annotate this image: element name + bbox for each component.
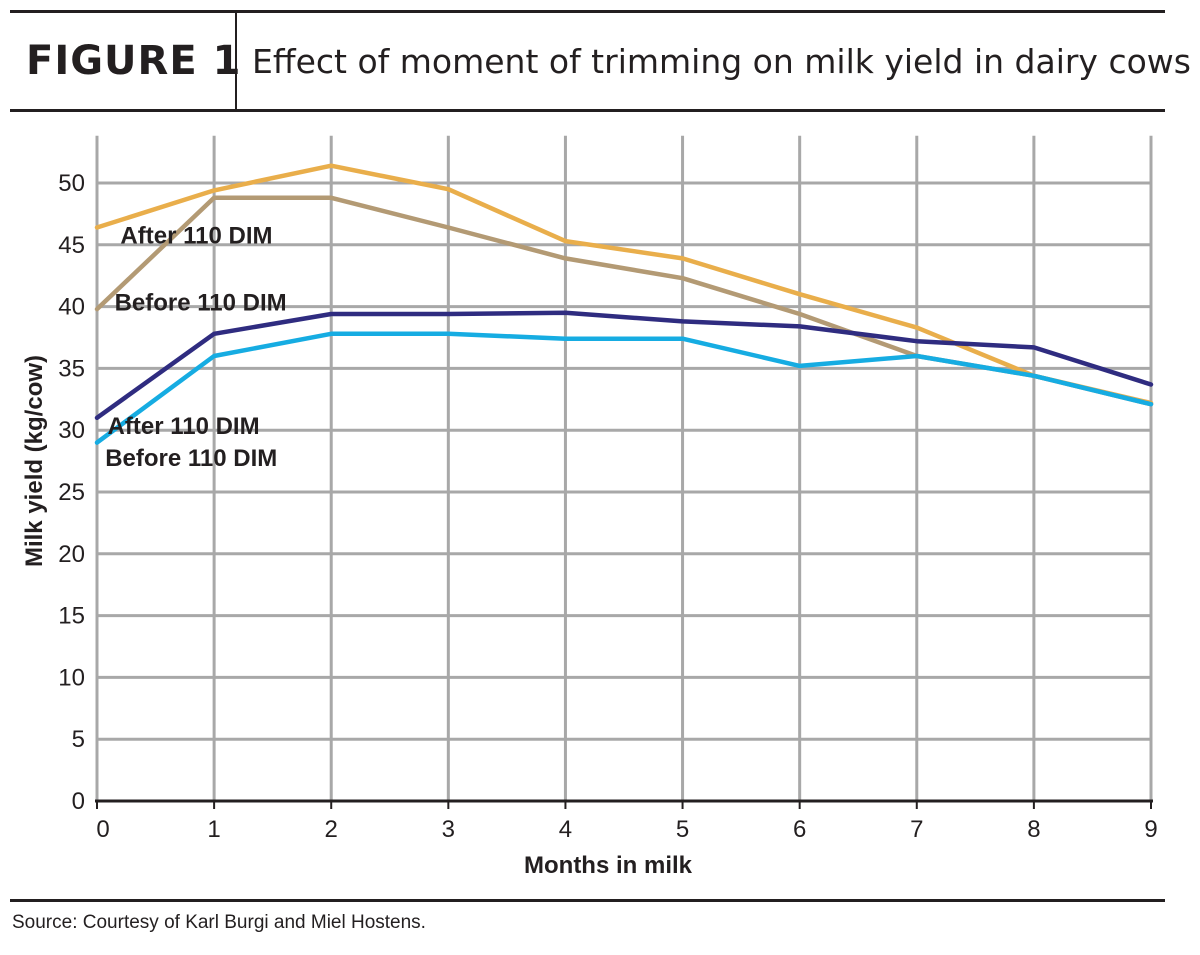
x-axis-title: Months in milk: [524, 852, 693, 879]
series-annotation: Before 110 DIM: [105, 445, 277, 472]
series-annotation: After 110 DIM: [120, 223, 272, 250]
x-tick-label: 9: [1144, 816, 1157, 843]
series-line-1: [94, 163, 1154, 406]
footer-rule: [10, 899, 1165, 902]
x-tick-label: 6: [793, 816, 806, 843]
x-tick-label: 5: [676, 816, 689, 843]
chart-grid: [95, 135, 1153, 801]
header-top-rule: [10, 10, 1165, 13]
figure-title: Effect of moment of trimming on milk yie…: [252, 42, 1191, 81]
chart-series: [94, 163, 1154, 445]
y-tick-label: 50: [58, 170, 85, 197]
y-tick-label: 35: [58, 355, 85, 382]
y-tick-label: 20: [58, 541, 85, 568]
x-tick-label: 4: [559, 816, 572, 843]
series-line-3: [94, 310, 1154, 421]
x-tick-label: 2: [325, 816, 338, 843]
x-tick-label: 1: [207, 816, 220, 843]
chart-axes: [95, 799, 1153, 809]
y-tick-label: 5: [72, 726, 85, 753]
y-axis-title: Milk yield (kg/cow): [21, 355, 48, 567]
source-note: Source: Courtesy of Karl Burgi and Miel …: [12, 912, 426, 933]
x-tick-label: 3: [442, 816, 455, 843]
y-tick-label: 10: [58, 664, 85, 691]
x-tick-label: 0: [96, 816, 109, 843]
y-tick-label: 15: [58, 603, 85, 630]
y-tick-label: 40: [58, 294, 85, 321]
x-tick-label: 8: [1027, 816, 1040, 843]
y-tick-label: 0: [72, 788, 85, 815]
header-divider: [235, 12, 237, 110]
y-tick-label: 30: [58, 417, 85, 444]
series-annotation: Before 110 DIM: [115, 289, 287, 316]
y-tick-label: 25: [58, 479, 85, 506]
x-tick-label: 7: [910, 816, 923, 843]
header-bottom-rule: [10, 109, 1165, 112]
series-annotation: After 110 DIM: [108, 413, 260, 440]
series-line-4: [94, 331, 1154, 445]
figure-label: FIGURE 1: [26, 38, 242, 84]
y-tick-label: 45: [58, 232, 85, 259]
